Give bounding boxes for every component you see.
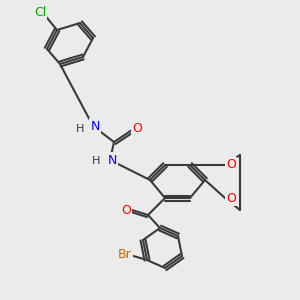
- Text: H: H: [92, 156, 100, 166]
- Text: Br: Br: [118, 248, 132, 262]
- Text: Cl: Cl: [34, 7, 46, 20]
- Text: N: N: [90, 119, 100, 133]
- Text: H: H: [76, 124, 84, 134]
- Text: O: O: [226, 191, 236, 205]
- Text: O: O: [121, 205, 131, 218]
- Text: N: N: [107, 154, 117, 166]
- Text: O: O: [132, 122, 142, 136]
- Text: O: O: [226, 158, 236, 172]
